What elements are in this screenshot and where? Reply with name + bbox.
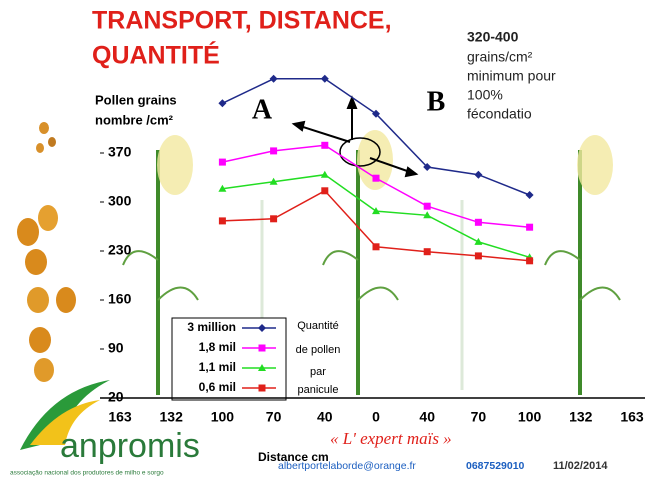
legend-box <box>171 317 287 401</box>
x-tick-label: 100 <box>211 409 235 425</box>
point <box>270 215 278 223</box>
y-tick-label: 90 <box>108 340 124 356</box>
point <box>320 170 329 178</box>
point <box>423 202 431 210</box>
point <box>372 109 380 118</box>
decoration <box>17 95 621 450</box>
side-heading: 320-400 <box>467 29 519 45</box>
x-tick-label: 132 <box>160 409 184 425</box>
x-tick-label: 163 <box>620 409 644 425</box>
point <box>526 223 534 231</box>
y-tick-label: 230 <box>108 242 132 258</box>
point <box>218 158 226 166</box>
point <box>270 147 278 155</box>
y-label: Pollen grains <box>95 92 177 107</box>
point <box>218 99 227 108</box>
legend-note: Quantité <box>297 320 339 332</box>
y-tick-label: 20 <box>108 389 124 405</box>
point <box>321 141 329 149</box>
point <box>372 243 380 251</box>
y-tick-label: 370 <box>108 144 132 160</box>
side-line: fécondatio <box>467 106 532 122</box>
legend-label: 3 million <box>187 320 236 334</box>
point <box>269 74 278 83</box>
x-tick-label: 100 <box>518 409 542 425</box>
x-tick-label: 40 <box>317 409 333 425</box>
legend-label: 1,1 mil <box>199 360 236 374</box>
legend-marker <box>258 344 266 352</box>
slogan: « L' expert maïs » <box>330 429 452 448</box>
point <box>320 74 329 83</box>
side-line: grains/cm² <box>467 49 533 65</box>
point <box>474 218 482 226</box>
logo: anpromis <box>60 427 200 465</box>
legend-note: par <box>310 366 326 378</box>
y-tick-label: 300 <box>108 193 132 209</box>
point <box>218 217 226 225</box>
date: 11/02/2014 <box>553 460 608 472</box>
x-tick-label: 40 <box>419 409 435 425</box>
y-label: nombre /cm² <box>95 112 174 127</box>
point <box>474 252 482 260</box>
point <box>423 163 432 171</box>
legend-note: de pollen <box>296 344 341 356</box>
legend-note: panicule <box>298 384 339 396</box>
annotation: A <box>252 94 273 125</box>
title: TRANSPORT, DISTANCE, QUANTITÉ <box>92 7 392 70</box>
point <box>269 177 278 185</box>
point <box>372 207 380 215</box>
x-label: Distance cm <box>258 450 329 464</box>
legend-label: 0,6 mil <box>199 380 236 394</box>
legend: 3 million 1,8 mil 1,1 mil 0,6 mil <box>187 320 276 394</box>
x-tick-label: 163 <box>108 409 132 425</box>
x-tick-label: 0 <box>372 409 380 425</box>
title-line: TRANSPORT, DISTANCE, <box>92 7 392 35</box>
legend-marker <box>258 384 266 392</box>
side-line: 100% <box>467 87 503 103</box>
point <box>525 191 534 199</box>
title-line: QUANTITÉ <box>92 41 220 70</box>
point <box>423 248 431 256</box>
email: albertportelaborde@orange.fr <box>278 460 416 472</box>
x-tick-label: 132 <box>569 409 593 425</box>
x-tick-label: 70 <box>471 409 487 425</box>
point <box>526 257 534 265</box>
point <box>218 184 227 192</box>
x-tick-label: 70 <box>266 409 282 425</box>
legend-marker <box>258 324 266 332</box>
point <box>423 211 432 219</box>
point <box>372 174 380 182</box>
point <box>474 170 483 179</box>
side-line: minimum pour <box>467 68 556 84</box>
point <box>474 237 483 245</box>
legend-label: 1,8 mil <box>199 340 236 354</box>
y-tick-label: 160 <box>108 291 132 307</box>
legend-marker <box>258 364 266 371</box>
point <box>321 187 329 195</box>
phone: 0687529010 <box>466 460 525 472</box>
annotation: B <box>427 86 446 117</box>
logo-subtitle: associação nacional dos produtores de mi… <box>10 470 164 477</box>
